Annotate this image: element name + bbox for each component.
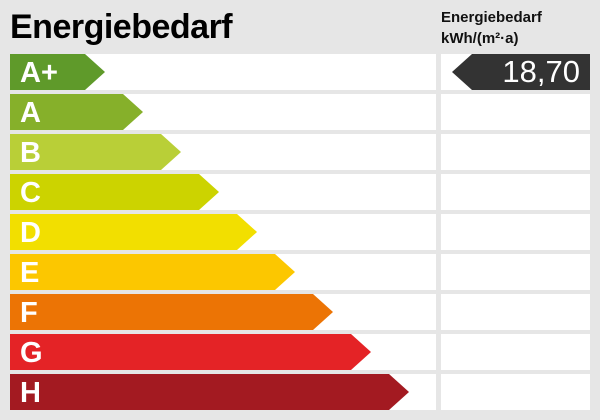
page-title: Energiebedarf [10, 8, 233, 46]
value-cell [441, 374, 590, 410]
value-marker: 18,70 [452, 54, 590, 90]
rating-bar: C [10, 174, 219, 210]
value-cell [441, 254, 590, 290]
rating-label: D [20, 217, 41, 249]
rating-row-e: E [10, 254, 436, 290]
value-cell [441, 334, 590, 370]
rating-label: G [20, 337, 43, 369]
rating-label: E [20, 257, 40, 289]
rating-label: F [20, 297, 38, 329]
rating-label: A+ [20, 57, 58, 89]
rating-row-a: A [10, 94, 436, 130]
rating-bar: E [10, 254, 295, 290]
value-cell [441, 214, 590, 250]
rating-bar: A+ [10, 54, 105, 90]
rating-label: B [20, 137, 41, 169]
value-cell [441, 134, 590, 170]
rating-row-f: F [10, 294, 436, 330]
rating-label: C [20, 177, 41, 209]
value-header-line1: Energiebedarf [441, 9, 542, 26]
value-header-unit: kWh/(m²·a) [441, 30, 519, 47]
value-column-header: Energiebedarf kWh/(m²·a) [441, 7, 542, 49]
rating-row-g: G [10, 334, 436, 370]
rating-label: A [20, 97, 41, 129]
rating-bar: G [10, 334, 371, 370]
value-cell: 18,70 [441, 54, 590, 90]
rating-row-c: C [10, 174, 436, 210]
rating-row-b: B [10, 134, 436, 170]
rating-row-aplus: A+ [10, 54, 436, 90]
value-cell [441, 174, 590, 210]
rating-bar: B [10, 134, 181, 170]
rating-bar: H [10, 374, 409, 410]
rating-bar: A [10, 94, 143, 130]
value-text: 18,70 [502, 54, 580, 89]
value-cell [441, 94, 590, 130]
rating-label: H [20, 377, 41, 409]
value-cell [441, 294, 590, 330]
rating-bar: D [10, 214, 257, 250]
rating-row-d: D [10, 214, 436, 250]
rating-row-h: H [10, 374, 436, 410]
rating-bar: F [10, 294, 333, 330]
